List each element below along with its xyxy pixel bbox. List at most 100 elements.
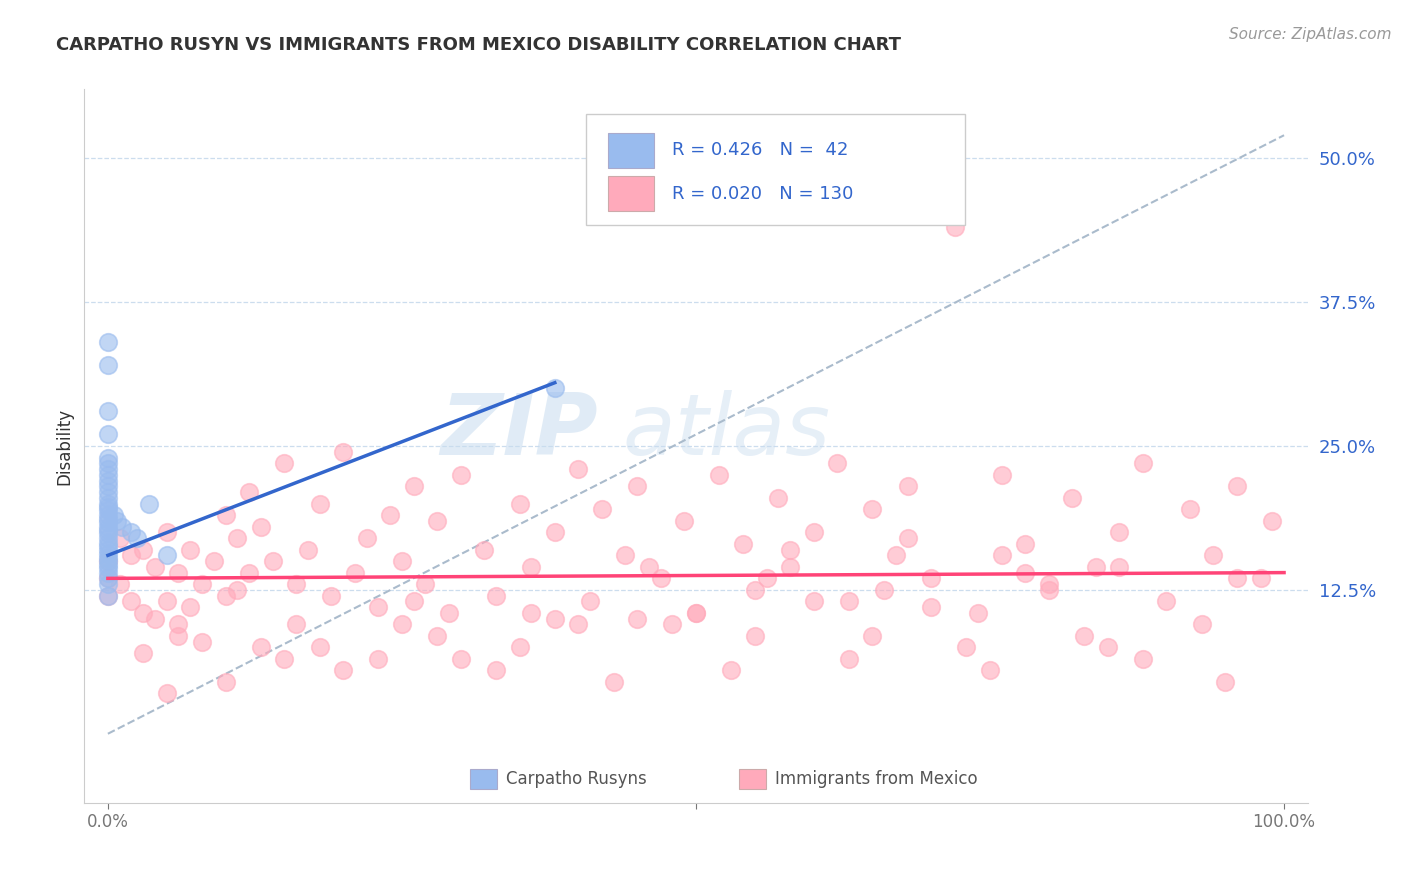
Point	[97, 491, 120, 505]
Point	[97, 497, 120, 511]
Point	[567, 462, 589, 476]
Point	[156, 525, 179, 540]
Point	[402, 594, 425, 608]
Point	[897, 531, 920, 545]
Point	[1108, 559, 1130, 574]
FancyBboxPatch shape	[607, 177, 654, 211]
Point	[661, 617, 683, 632]
Point	[1250, 571, 1272, 585]
Point	[825, 456, 848, 470]
Point	[426, 629, 449, 643]
Point	[356, 531, 378, 545]
Point	[1156, 594, 1178, 608]
Point	[638, 559, 661, 574]
Point	[127, 531, 149, 545]
Point	[1226, 571, 1249, 585]
FancyBboxPatch shape	[586, 114, 965, 225]
Point	[1014, 537, 1036, 551]
Point	[156, 594, 179, 608]
Point	[920, 571, 942, 585]
Point	[380, 508, 402, 522]
Point	[402, 479, 425, 493]
Point	[132, 646, 155, 660]
Point	[214, 508, 236, 522]
Point	[1178, 502, 1201, 516]
Point	[97, 535, 120, 549]
FancyBboxPatch shape	[470, 769, 496, 789]
Point	[1202, 549, 1225, 563]
Text: Source: ZipAtlas.com: Source: ZipAtlas.com	[1229, 27, 1392, 42]
Point	[520, 559, 543, 574]
Point	[97, 479, 120, 493]
Point	[105, 514, 128, 528]
Point	[897, 479, 920, 493]
Point	[1132, 456, 1154, 470]
Point	[308, 497, 330, 511]
Point	[520, 606, 543, 620]
Point	[97, 561, 120, 575]
FancyBboxPatch shape	[738, 769, 766, 789]
Point	[97, 550, 120, 565]
Point	[544, 612, 567, 626]
Text: atlas: atlas	[623, 390, 831, 474]
Point	[111, 519, 134, 533]
Point	[1038, 577, 1060, 591]
Point	[97, 589, 120, 603]
Point	[214, 589, 236, 603]
Point	[332, 664, 354, 678]
Point	[943, 220, 966, 235]
Point	[132, 606, 155, 620]
Point	[967, 606, 990, 620]
Point	[450, 652, 472, 666]
Point	[97, 571, 120, 585]
Point	[415, 577, 437, 591]
Point	[332, 444, 354, 458]
Point	[97, 539, 120, 553]
Point	[873, 582, 896, 597]
Point	[779, 559, 801, 574]
Point	[191, 577, 214, 591]
Point	[709, 467, 731, 482]
Point	[120, 525, 142, 540]
Point	[214, 675, 236, 690]
Point	[97, 523, 120, 537]
Point	[1073, 629, 1095, 643]
Point	[720, 664, 742, 678]
FancyBboxPatch shape	[607, 134, 654, 168]
Point	[673, 514, 696, 528]
Point	[591, 502, 613, 516]
Point	[391, 617, 413, 632]
Point	[167, 629, 190, 643]
Point	[120, 549, 142, 563]
Point	[97, 503, 120, 517]
Point	[120, 594, 142, 608]
Point	[884, 549, 907, 563]
Text: Immigrants from Mexico: Immigrants from Mexico	[776, 770, 979, 788]
Point	[321, 589, 343, 603]
Point	[1226, 479, 1249, 493]
Point	[249, 640, 271, 655]
Point	[579, 594, 602, 608]
Point	[297, 542, 319, 557]
Point	[202, 554, 225, 568]
Point	[626, 612, 648, 626]
Point	[97, 589, 120, 603]
Point	[97, 554, 120, 568]
Point	[626, 479, 648, 493]
Point	[1062, 491, 1084, 505]
Point	[685, 606, 707, 620]
Point	[744, 582, 766, 597]
Point	[97, 566, 120, 580]
Text: R = 0.426   N =  42: R = 0.426 N = 42	[672, 141, 848, 159]
Point	[485, 664, 508, 678]
Point	[249, 519, 271, 533]
Point	[179, 600, 201, 615]
Point	[920, 600, 942, 615]
Point	[1213, 675, 1236, 690]
Point	[97, 554, 120, 568]
Point	[803, 594, 825, 608]
Point	[238, 566, 260, 580]
Point	[238, 485, 260, 500]
Point	[544, 381, 567, 395]
Point	[602, 675, 624, 690]
